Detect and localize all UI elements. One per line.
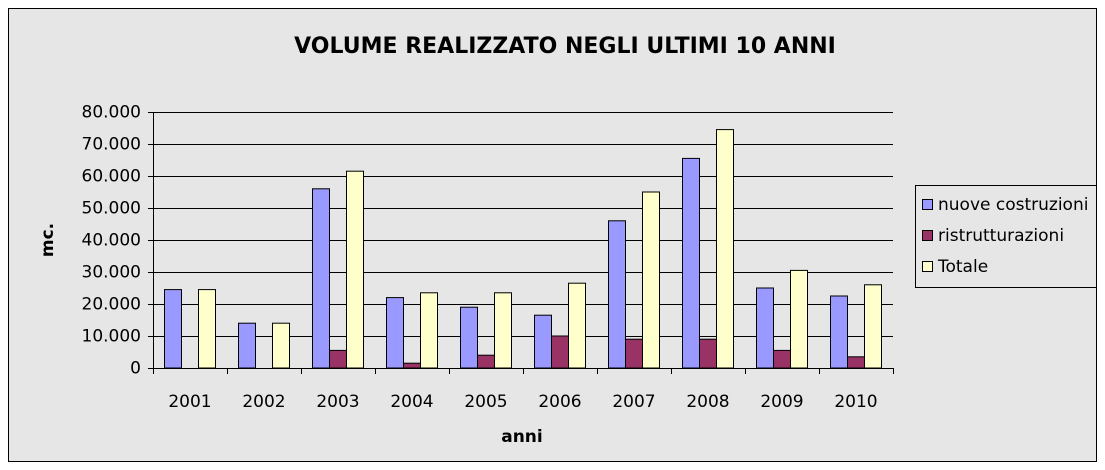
bar bbox=[847, 356, 865, 369]
bar bbox=[534, 314, 552, 369]
bar bbox=[312, 188, 330, 369]
chart-title: VOLUME REALIZZATO NEGLI ULTIMI 10 ANNI bbox=[294, 34, 836, 59]
y-tick-label: 40.000 bbox=[82, 231, 141, 251]
x-axis-label: anni bbox=[501, 427, 543, 447]
bar bbox=[386, 297, 404, 369]
bar bbox=[716, 129, 734, 369]
bar bbox=[790, 269, 808, 369]
y-tick-label: 70.000 bbox=[82, 135, 141, 155]
bar bbox=[329, 349, 347, 369]
x-tick-label: 2004 bbox=[390, 392, 433, 412]
bar bbox=[773, 349, 791, 369]
bar bbox=[551, 335, 569, 369]
y-tick-label: 20.000 bbox=[82, 295, 141, 315]
bar bbox=[830, 295, 848, 369]
x-tick-label: 2006 bbox=[538, 392, 581, 412]
bar bbox=[864, 284, 882, 369]
legend bbox=[915, 185, 1097, 288]
bar bbox=[477, 354, 495, 369]
bar bbox=[164, 289, 182, 369]
x-tick-label: 2010 bbox=[834, 392, 877, 412]
bar bbox=[238, 322, 256, 369]
x-tick-label: 2009 bbox=[760, 392, 803, 412]
bar bbox=[625, 338, 643, 369]
y-axis-label: mc. bbox=[38, 223, 58, 257]
bar bbox=[756, 287, 774, 369]
legend-swatch bbox=[922, 199, 933, 210]
bar bbox=[608, 220, 626, 369]
bar bbox=[403, 362, 421, 369]
bar bbox=[494, 292, 512, 369]
y-tick-label: 80.000 bbox=[82, 103, 141, 123]
x-tick-label: 2002 bbox=[242, 392, 285, 412]
bar bbox=[198, 289, 216, 369]
legend-swatch bbox=[922, 230, 933, 241]
legend-swatch bbox=[922, 261, 933, 272]
bar bbox=[346, 170, 364, 369]
legend-label: ristrutturazioni bbox=[938, 226, 1064, 246]
bar bbox=[682, 157, 700, 369]
y-tick-label: 60.000 bbox=[82, 167, 141, 187]
bar bbox=[642, 191, 660, 369]
x-tick-label: 2007 bbox=[612, 392, 655, 412]
x-tick-label: 2001 bbox=[168, 392, 211, 412]
bar bbox=[699, 338, 717, 369]
y-tick-label: 50.000 bbox=[82, 199, 141, 219]
x-tick-label: 2005 bbox=[464, 392, 507, 412]
bar bbox=[420, 292, 438, 369]
y-tick-label: 10.000 bbox=[82, 327, 141, 347]
bar bbox=[460, 306, 478, 369]
x-tick-label: 2008 bbox=[686, 392, 729, 412]
bar bbox=[272, 322, 290, 369]
x-tick-label: 2003 bbox=[316, 392, 359, 412]
y-tick-label: 0 bbox=[130, 359, 141, 379]
legend-label: Totale bbox=[937, 257, 988, 277]
y-tick-label: 30.000 bbox=[82, 263, 141, 283]
bar bbox=[568, 282, 586, 369]
legend-label: nuove costruzioni bbox=[938, 195, 1088, 215]
